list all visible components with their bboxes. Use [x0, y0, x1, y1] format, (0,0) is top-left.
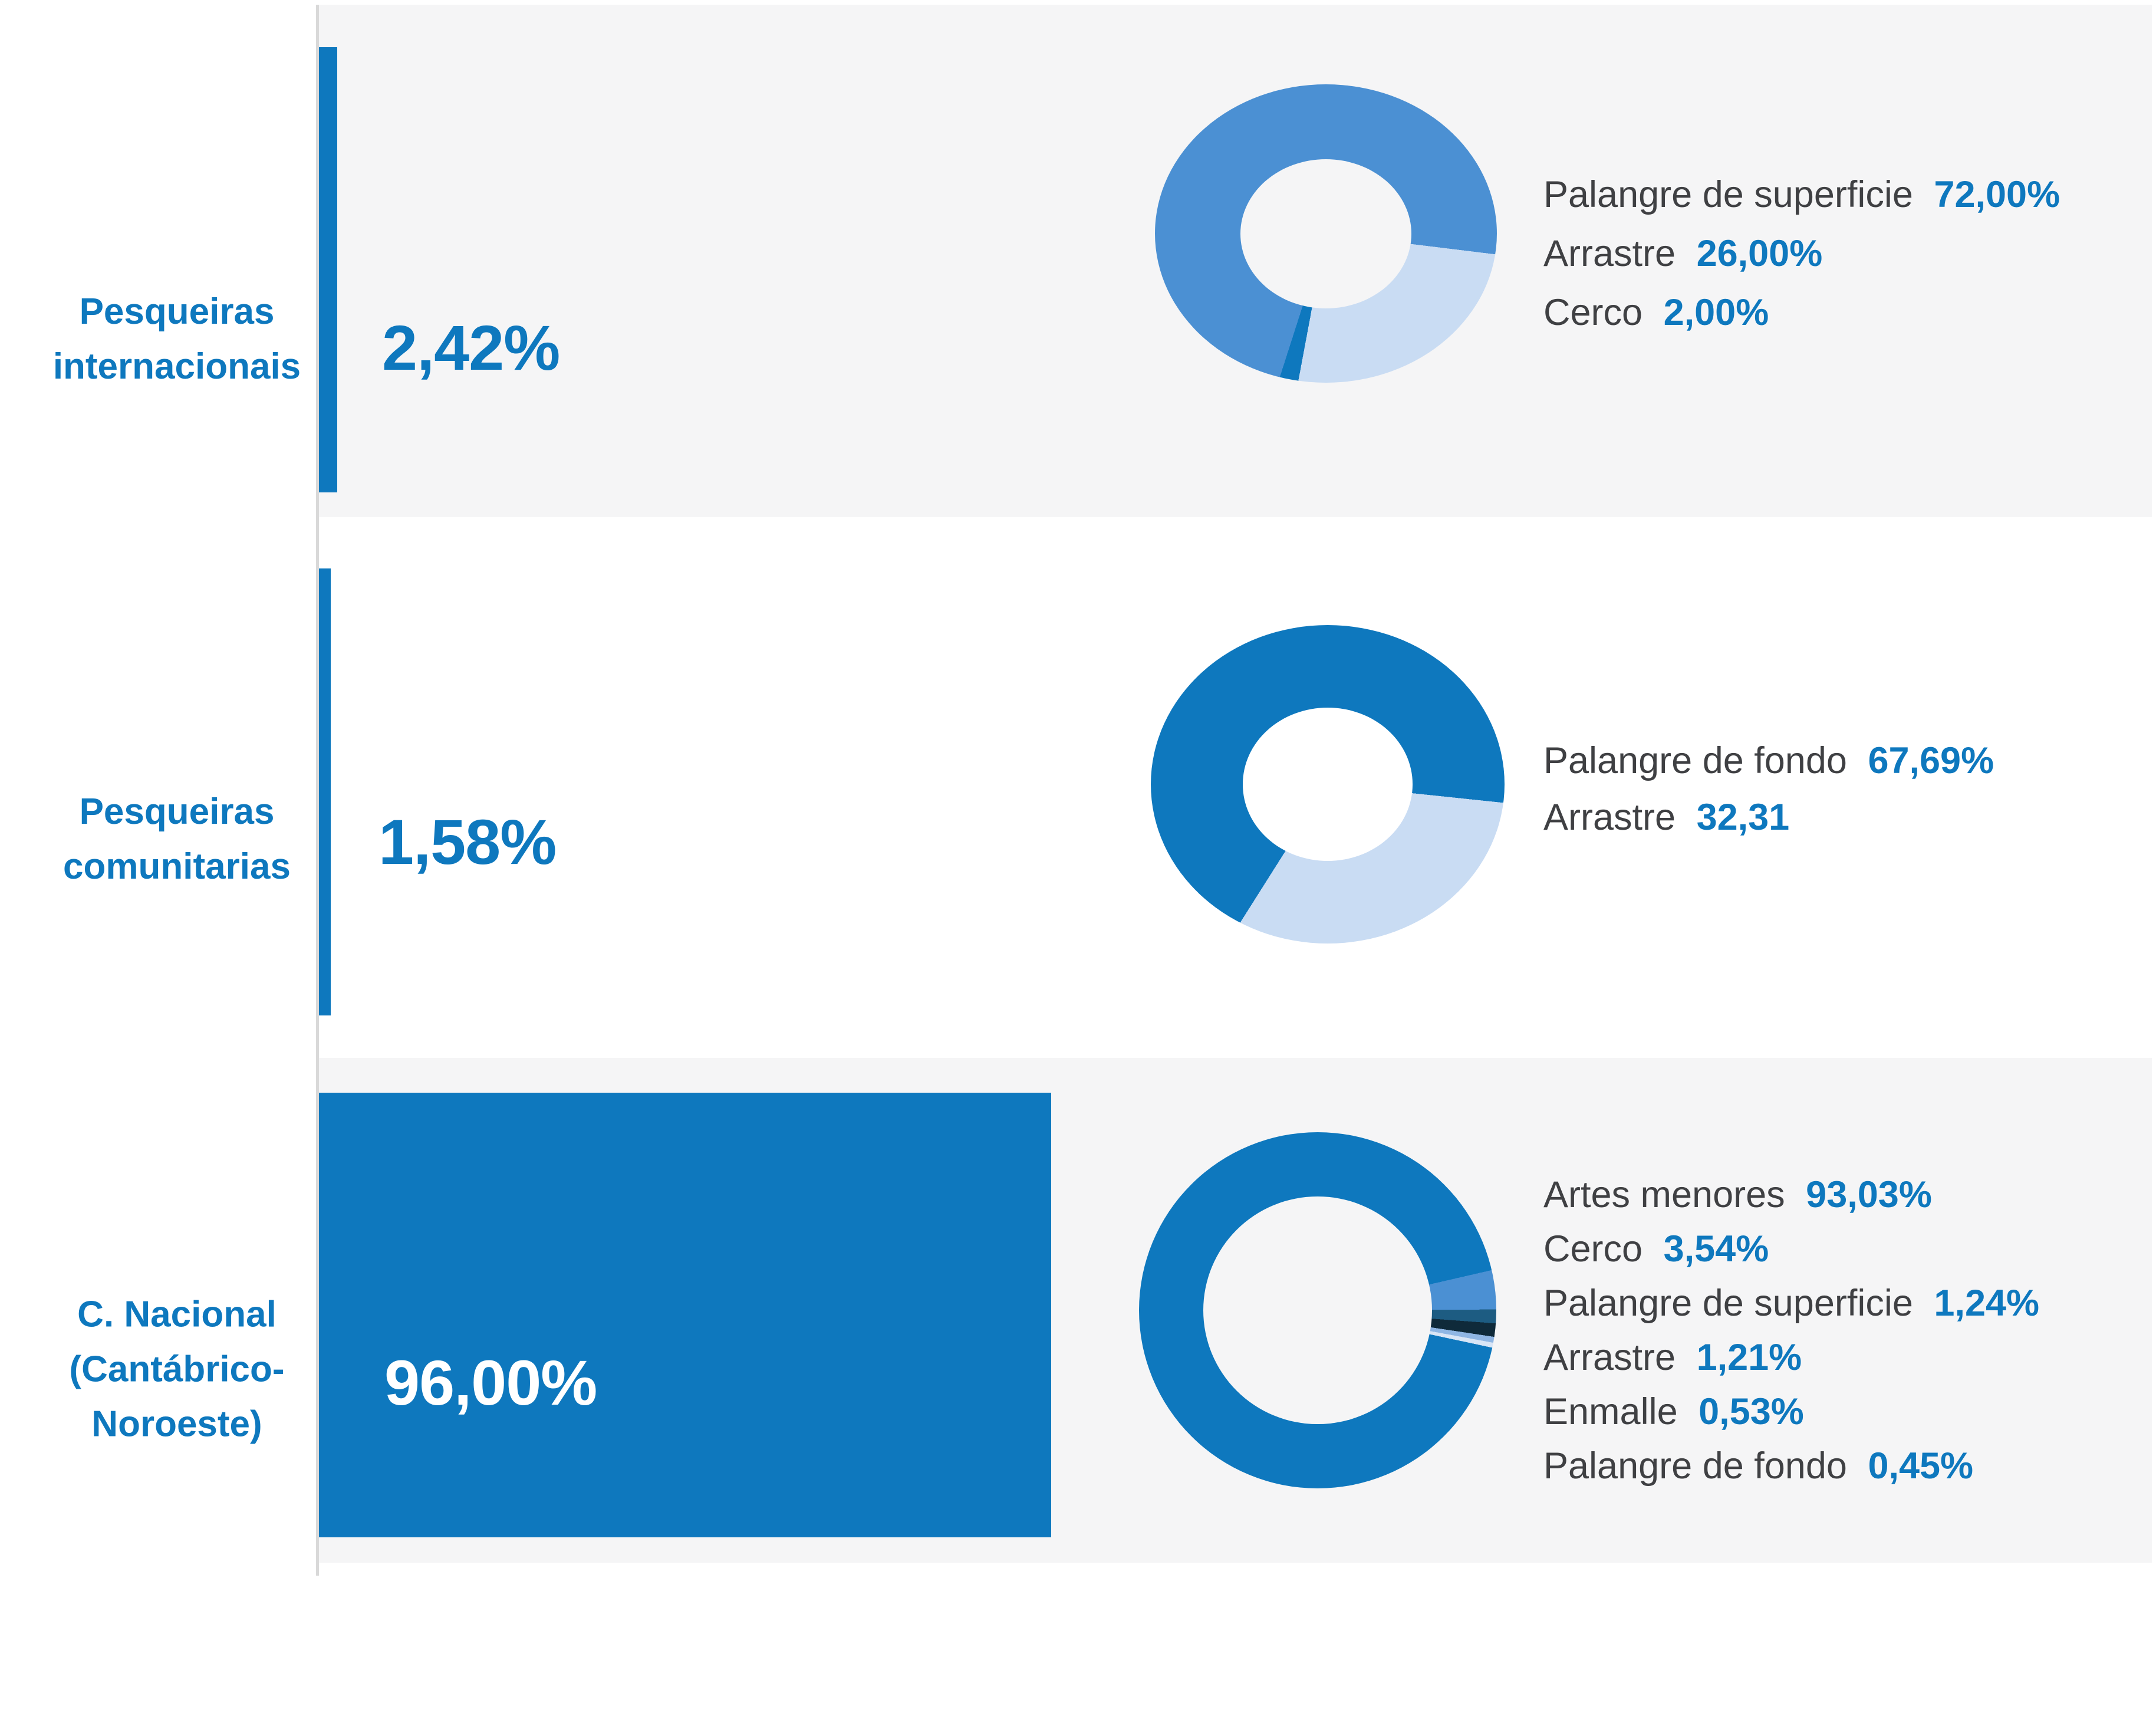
donut-hole — [1243, 708, 1413, 861]
category-line: Pesqueiras — [79, 291, 275, 332]
category-line: comunitarias — [63, 846, 291, 887]
legend-item: Cerco 2,00% — [1543, 283, 2060, 342]
legend-label: Artes menores — [1543, 1174, 1785, 1215]
legend-item: Cerco 3,54% — [1543, 1222, 2039, 1276]
legend-item: Palangre de superficie 72,00% — [1543, 165, 2060, 224]
donut-nacional — [1139, 1132, 1496, 1488]
category-label-nacional: C. Nacional (Cantábrico- Noroeste) — [35, 1287, 318, 1452]
legend-value: 32,31 — [1696, 797, 1790, 838]
donut-comunitarias — [1151, 625, 1505, 944]
bar-value-comunitarias: 1,58% — [378, 806, 557, 877]
donut-hole — [1240, 159, 1411, 308]
legend-label: Palangre de fondo — [1543, 740, 1847, 781]
category-line: internacionais — [52, 346, 301, 387]
legend-label: Arrastre — [1543, 233, 1676, 274]
legend-label: Cerco — [1543, 1228, 1643, 1270]
legend-value: 3,54% — [1663, 1228, 1769, 1270]
legend-item: Artes menores 93,03% — [1543, 1168, 2039, 1222]
legend-label: Palangre de superficie — [1543, 174, 1913, 215]
donut-hole — [1203, 1196, 1432, 1425]
legend-label: Arrastre — [1543, 797, 1676, 838]
legend-internacionais: Palangre de superficie 72,00% Arrastre 2… — [1543, 165, 2060, 342]
legend-value: 1,21% — [1696, 1337, 1802, 1378]
legend-item: Palangre de fondo 0,45% — [1543, 1439, 2039, 1493]
legend-item: Palangre de superficie 1,24% — [1543, 1276, 2039, 1330]
legend-value: 0,53% — [1699, 1391, 1804, 1432]
legend-item: Enmalle 0,53% — [1543, 1385, 2039, 1439]
legend-value: 0,45% — [1868, 1445, 1974, 1487]
category-label-comunitarias: Pesqueiras comunitarias — [35, 784, 318, 894]
legend-value: 67,69% — [1868, 740, 1994, 781]
legend-value: 72,00% — [1934, 174, 2060, 215]
y-axis-line — [316, 5, 319, 1576]
bar-comunitarias — [319, 568, 331, 1015]
bar-internacionais — [319, 47, 337, 492]
legend-item: Arrastre 26,00% — [1543, 224, 2060, 283]
category-line: C. Nacional — [77, 1294, 277, 1335]
category-line: Noroeste) — [91, 1403, 262, 1445]
legend-value: 1,24% — [1934, 1283, 2040, 1324]
bar-nacional — [319, 1093, 1051, 1537]
legend-label: Palangre de superficie — [1543, 1283, 1913, 1324]
legend-label: Enmalle — [1543, 1391, 1678, 1432]
legend-value: 93,03% — [1806, 1174, 1932, 1215]
legend-label: Palangre de fondo — [1543, 1445, 1847, 1487]
legend-label: Cerco — [1543, 292, 1643, 333]
category-line: (Cantábrico- — [69, 1349, 285, 1390]
legend-nacional: Artes menores 93,03% Cerco 3,54% Palangr… — [1543, 1168, 2039, 1493]
category-label-internacionais: Pesqueiras internacionais — [35, 284, 318, 394]
donut-internacionais — [1155, 84, 1497, 383]
bar-value-nacional: 96,00% — [384, 1347, 597, 1418]
legend-label: Arrastre — [1543, 1337, 1676, 1378]
legend-item: Arrastre 1,21% — [1543, 1330, 2039, 1385]
legend-value: 2,00% — [1663, 292, 1769, 333]
legend-value: 26,00% — [1696, 233, 1823, 274]
legend-item: Arrastre 32,31 — [1543, 789, 1994, 846]
bar-value-internacionais: 2,42% — [382, 312, 560, 383]
legend-comunitarias: Palangre de fondo 67,69% Arrastre 32,31 — [1543, 732, 1994, 846]
category-line: Pesqueiras — [79, 791, 275, 832]
legend-item: Palangre de fondo 67,69% — [1543, 732, 1994, 789]
